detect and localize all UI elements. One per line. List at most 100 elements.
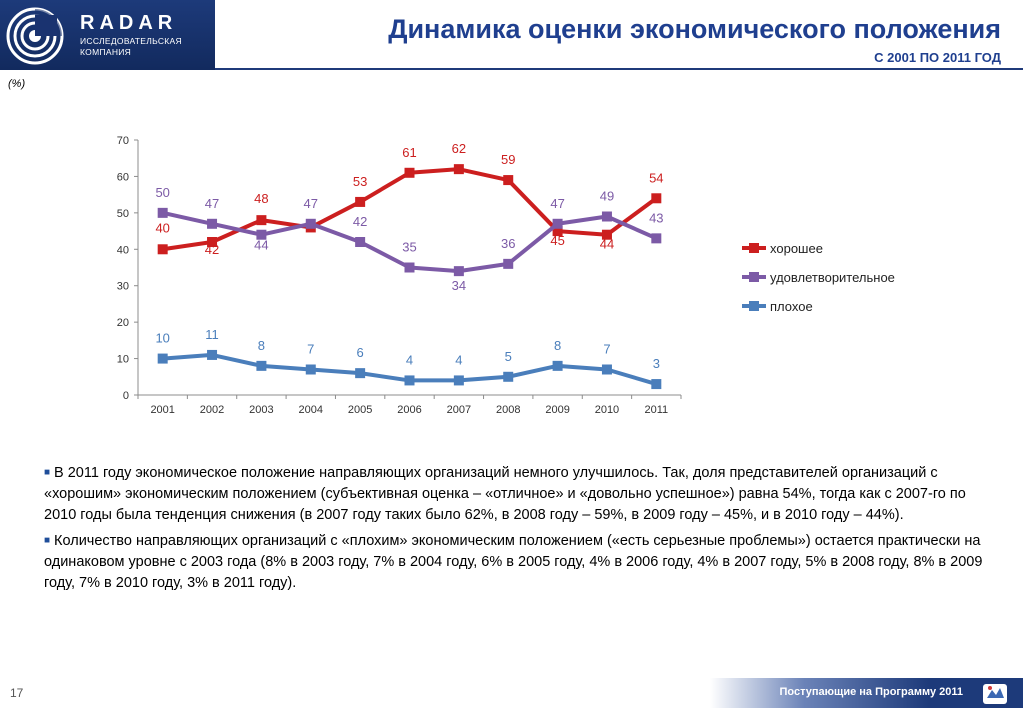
brand-sub-line-2: КОМПАНИЯ: [80, 47, 132, 57]
y-tick-label: 10: [117, 354, 129, 366]
x-tick-label: 2008: [496, 404, 520, 416]
y-tick-label: 60: [117, 171, 129, 183]
brand-name: RADAR: [80, 12, 178, 34]
data-point: [207, 237, 218, 247]
data-point: [157, 244, 168, 255]
data-label: 45: [550, 233, 564, 248]
paragraph-1: ■ В 2011 году экономическое положение нап…: [44, 465, 966, 523]
page-number: 17: [10, 686, 24, 700]
data-label: 44: [254, 238, 268, 253]
x-tick-label: 2009: [545, 404, 569, 416]
data-label: 11: [205, 327, 219, 342]
data-point: [256, 360, 267, 371]
x-tick-label: 2001: [150, 404, 174, 416]
data-label: 48: [254, 191, 268, 206]
data-label: 4: [406, 352, 413, 367]
y-tick-label: 40: [117, 244, 129, 256]
series-line-0: [162, 167, 658, 252]
data-point: [355, 237, 366, 247]
data-point: [355, 196, 366, 207]
x-tick-label: 2006: [397, 404, 421, 416]
legend-label: плохое: [770, 299, 813, 314]
data-label: 47: [304, 196, 318, 211]
data-label: 3: [653, 356, 660, 371]
y-tick-label: 20: [117, 317, 129, 329]
data-label: 50: [155, 185, 169, 200]
data-label: 36: [501, 236, 515, 251]
x-tick-label: 2005: [348, 404, 372, 416]
data-point: [601, 229, 612, 240]
data-label: 42: [353, 214, 367, 229]
header-divider: [215, 68, 1023, 70]
bullet-icon: ■: [44, 535, 51, 546]
data-point: [305, 364, 316, 375]
data-point: [404, 375, 415, 386]
y-tick-label: 70: [117, 135, 129, 147]
data-label: 47: [205, 196, 219, 211]
data-point: [651, 233, 662, 244]
x-tick-label: 2011: [644, 404, 668, 416]
data-label: 59: [501, 152, 515, 167]
legend-label: хорошее: [770, 241, 823, 256]
data-point: [404, 262, 415, 273]
data-label: 5: [505, 349, 512, 364]
data-label: 4: [455, 352, 462, 367]
data-label: 34: [452, 278, 466, 293]
legend-swatch-marker: [749, 272, 759, 282]
program-logo-icon: [983, 684, 1007, 704]
x-tick-label: 2010: [595, 404, 619, 416]
commentary: ■ В 2011 году экономическое положение нап…: [44, 462, 984, 598]
data-point: [503, 258, 514, 269]
data-label: 7: [603, 342, 610, 357]
data-label: 54: [649, 170, 663, 185]
data-point: [552, 360, 563, 371]
paragraph-2: ■ Количество направляющих организаций с «…: [44, 533, 983, 591]
data-point: [651, 193, 662, 204]
data-label: 62: [452, 141, 466, 156]
data-label: 35: [402, 240, 416, 255]
data-point: [552, 226, 563, 237]
data-point: [305, 218, 316, 229]
data-label: 40: [155, 220, 169, 235]
legend-swatch-marker: [749, 243, 759, 253]
y-tick-label: 50: [117, 208, 129, 220]
data-point: [552, 218, 563, 229]
data-point: [503, 175, 514, 186]
x-tick-label: 2004: [299, 404, 323, 416]
data-label: 53: [353, 174, 367, 189]
data-point: [207, 218, 218, 229]
data-point: [256, 215, 267, 226]
page-subtitle: С 2001 ПО 2011 ГОД: [874, 50, 1001, 65]
data-point: [355, 368, 366, 379]
y-tick-label: 0: [123, 390, 129, 402]
data-label: 42: [205, 242, 219, 257]
data-label: 43: [649, 210, 663, 225]
legend-label: удовлетворительное: [770, 270, 895, 285]
data-point: [453, 266, 464, 277]
data-label: 44: [600, 237, 614, 252]
data-label: 8: [258, 338, 265, 353]
data-point: [404, 167, 415, 178]
data-point: [601, 211, 612, 222]
footer-text: Поступающие на Программу 2011: [779, 686, 964, 698]
brand-sub-line-1: ИССЛЕДОВАТЕЛЬСКАЯ: [80, 36, 182, 46]
data-point: [601, 364, 612, 375]
data-point: [503, 371, 514, 382]
data-point: [651, 379, 662, 390]
unit-note: (%): [8, 78, 26, 90]
data-point: [453, 164, 464, 175]
data-point: [207, 349, 218, 360]
legend-swatch-marker: [749, 301, 759, 311]
data-point: [256, 229, 267, 240]
data-label: 10: [155, 331, 169, 346]
y-tick-label: 30: [117, 281, 129, 293]
brand-subtitle: ИССЛЕДОВАТЕЛЬСКАЯ КОМПАНИЯ: [80, 36, 182, 58]
data-label: 49: [600, 189, 614, 204]
x-tick-label: 2002: [200, 404, 224, 416]
x-tick-label: 2003: [249, 404, 273, 416]
line-chart: 0 10 20 30 40 50 60 70 2001 2002 2003 2004 2005 2006 2…: [117, 135, 895, 416]
data-label: 7: [307, 342, 314, 357]
data-label: 6: [357, 345, 364, 360]
data-label: 47: [550, 196, 564, 211]
bullet-icon: ■: [44, 467, 51, 478]
